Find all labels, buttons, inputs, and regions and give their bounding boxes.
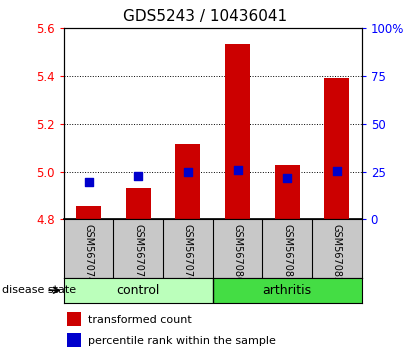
Bar: [213, 278, 362, 303]
Bar: [67, 333, 81, 347]
Bar: [67, 312, 81, 326]
Point: [234, 167, 241, 173]
Text: GSM567080: GSM567080: [233, 224, 242, 283]
Point: [284, 176, 291, 181]
Bar: [275, 165, 300, 219]
Text: GSM567074: GSM567074: [83, 224, 94, 284]
Point: [85, 179, 92, 185]
Bar: [175, 144, 200, 219]
Text: disease state: disease state: [2, 285, 76, 295]
Point: [135, 173, 141, 178]
Point: [334, 168, 340, 173]
Bar: [126, 188, 150, 219]
Text: GDS5243 / 10436041: GDS5243 / 10436041: [123, 9, 288, 24]
Bar: [64, 278, 213, 303]
Text: transformed count: transformed count: [88, 315, 192, 325]
Text: GSM567082: GSM567082: [332, 224, 342, 284]
Text: percentile rank within the sample: percentile rank within the sample: [88, 336, 276, 346]
Point: [185, 169, 191, 175]
Text: GSM567075: GSM567075: [133, 224, 143, 284]
Bar: [324, 79, 349, 219]
Text: control: control: [116, 284, 160, 297]
Text: arthritis: arthritis: [263, 284, 312, 297]
Bar: [225, 44, 250, 219]
Text: GSM567076: GSM567076: [183, 224, 193, 284]
Bar: [76, 206, 101, 219]
Text: GSM567081: GSM567081: [282, 224, 292, 283]
